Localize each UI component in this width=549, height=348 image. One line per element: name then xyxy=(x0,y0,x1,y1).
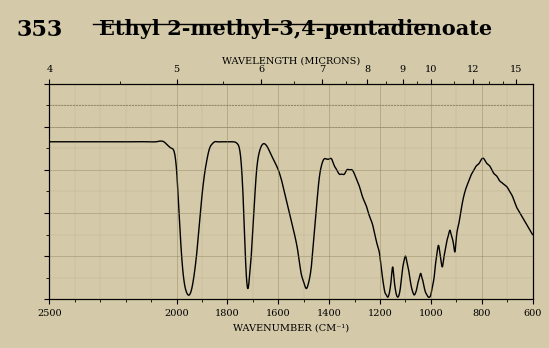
X-axis label: WAVENUMBER (CM⁻¹): WAVENUMBER (CM⁻¹) xyxy=(233,324,349,333)
Text: Ethyl 2-methyl-3,4-pentadienoate: Ethyl 2-methyl-3,4-pentadienoate xyxy=(99,19,492,39)
Text: 353: 353 xyxy=(16,19,63,41)
X-axis label: WAVELENGTH (MICRONS): WAVELENGTH (MICRONS) xyxy=(222,56,360,65)
